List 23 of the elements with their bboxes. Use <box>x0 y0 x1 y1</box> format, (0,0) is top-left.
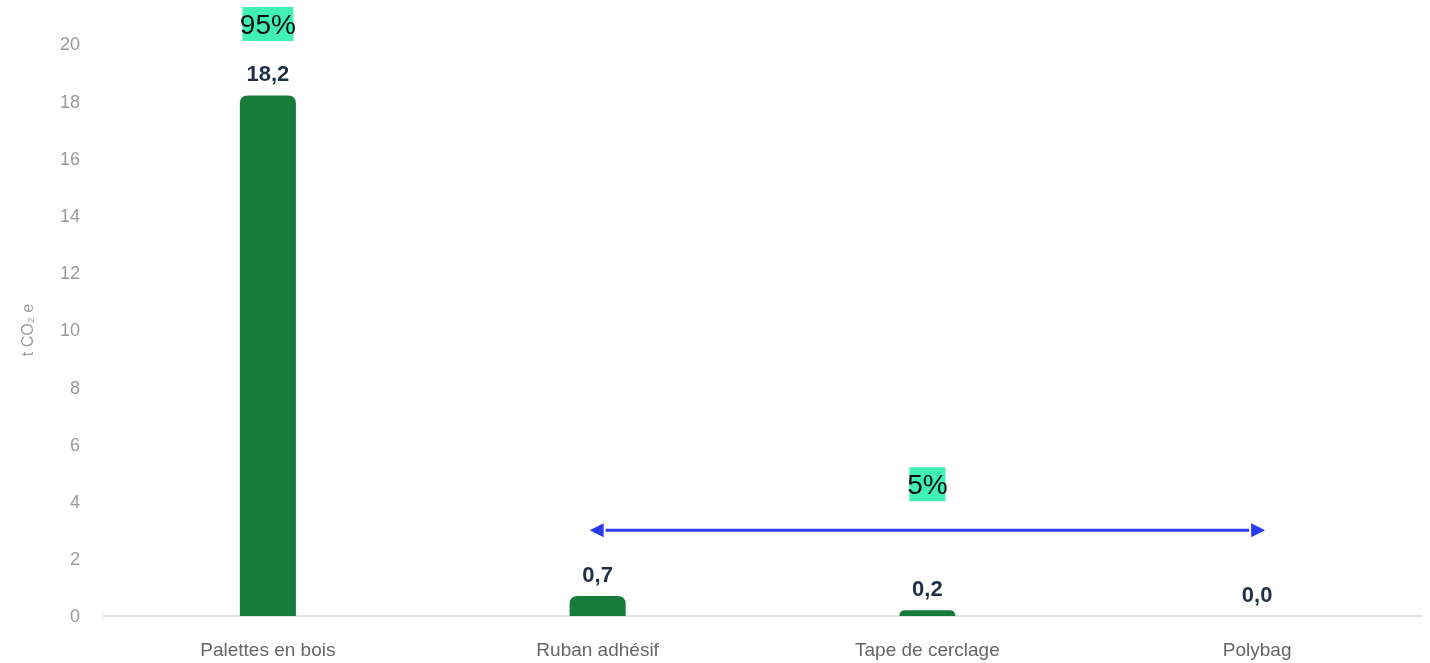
y-tick-label: 16 <box>59 148 80 169</box>
y-tick-label: 6 <box>69 434 80 455</box>
y-tick-label: 10 <box>59 320 80 341</box>
y-tick-label: 2 <box>69 549 80 570</box>
y-tick-label: 8 <box>69 377 80 398</box>
bar <box>239 95 296 616</box>
x-tick-label: Palettes en bois <box>200 639 336 660</box>
data-label: 0,0 <box>1241 582 1273 607</box>
data-label: 0,7 <box>582 561 613 587</box>
data-label: 0,2 <box>912 576 943 602</box>
y-axis-title: t CO₂ e <box>19 303 36 357</box>
y-tick-label: 12 <box>59 263 80 284</box>
y-tick-label: 20 <box>59 34 80 55</box>
bar <box>899 610 956 616</box>
data-label: 18,2 <box>246 61 290 87</box>
y-tick-label: 0 <box>69 606 80 627</box>
x-tick-label: Polybag <box>1222 639 1292 660</box>
x-tick-label: Tape de cerclage <box>855 639 1000 660</box>
x-tick-label: Ruban adhésif <box>536 639 660 660</box>
bar <box>569 595 626 616</box>
y-tick-label: 14 <box>59 205 80 226</box>
y-tick-label: 18 <box>59 91 80 112</box>
y-tick-label: 4 <box>69 491 80 512</box>
